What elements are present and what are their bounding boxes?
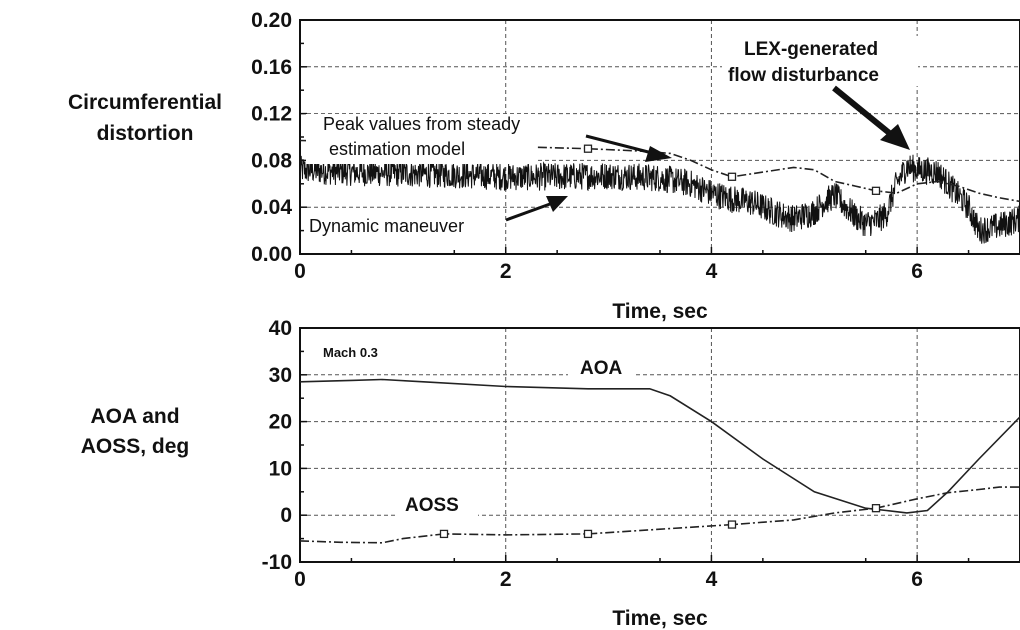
lex-annotation-arrow-head: [880, 124, 910, 150]
distortion-x-axis-title: Time, sec: [612, 300, 708, 323]
x-tick-label: 2: [500, 568, 512, 591]
y-tick-label: 30: [269, 364, 292, 387]
steady-marker: [727, 172, 737, 181]
aoss-label-backdrop: [398, 490, 478, 518]
distortion-tick-marks: [299, 19, 970, 255]
x-tick-label: 4: [706, 568, 718, 591]
x-tick-label: 0: [294, 260, 306, 283]
x-tick-label: 2: [500, 260, 512, 283]
aoa-line: [299, 378, 1020, 514]
angles-row-label-line1: AOA and: [90, 405, 179, 428]
aoss-marker: [871, 504, 881, 513]
aoa-label-backdrop: [568, 354, 636, 382]
x-tick-label: 4: [706, 260, 718, 283]
y-tick-label: 20: [269, 411, 292, 434]
x-tick-label: 6: [911, 260, 923, 283]
y-tick-label: 10: [269, 457, 292, 480]
dynamic-annotation-label: Dynamic maneuver: [309, 216, 464, 236]
steady-annotation-backdrop: [306, 114, 536, 164]
lex-annotation-line2: flow disturbance: [728, 65, 879, 86]
y-tick-label: -10: [262, 551, 292, 574]
distortion-row-label-line1: Circumferential: [68, 91, 222, 114]
aoss-marker: [439, 529, 449, 539]
y-tick-label: 0.20: [251, 9, 292, 32]
y-tick-label: 0.16: [251, 56, 292, 79]
angles-tick-marks: [299, 327, 970, 563]
y-tick-label: 0: [280, 504, 292, 527]
x-tick-label: 0: [294, 568, 306, 591]
y-tick-label: 0.08: [251, 149, 292, 172]
angles-row-label-line2: AOSS, deg: [81, 435, 190, 458]
y-tick-label: 40: [269, 317, 292, 340]
steady-marker: [583, 144, 593, 153]
aoa-series-label: AOA: [580, 358, 623, 379]
angles-grid: [300, 328, 1020, 562]
angles-x-axis-title: Time, sec: [612, 607, 708, 630]
distortion-panel: Circumferential distortion 0.000.040.080…: [68, 9, 1020, 323]
lex-annotation-backdrop: [722, 36, 918, 86]
distortion-row-label-line2: distortion: [97, 122, 194, 145]
lex-annotation-arrow-line: [832, 85, 895, 139]
steady-annotation-arrow-line: [585, 134, 657, 156]
distortion-x-tick-labels: 0 2 4 6: [294, 260, 923, 283]
angles-x-tick-labels: 0 2 4 6: [294, 568, 923, 591]
mach-label: Mach 0.3: [323, 345, 378, 360]
steady-marker: [871, 186, 881, 195]
dynamic-annotation-arrow-head: [546, 196, 568, 212]
y-tick-label: 0.04: [251, 196, 292, 219]
angles-y-tick-labels: -10 0 10 20 30 40: [262, 317, 292, 574]
mach-label-backdrop: [318, 340, 404, 364]
steady-annotation-line1: Peak values from steady: [323, 114, 520, 134]
y-tick-label: 0.00: [251, 243, 292, 266]
dynamic-annotation-backdrop: [306, 213, 504, 239]
distortion-y-tick-labels: 0.00 0.04 0.08 0.12 0.16 0.20: [251, 9, 292, 266]
y-tick-label: 0.12: [251, 103, 292, 126]
aoss-marker: [727, 520, 737, 529]
angles-series: [299, 378, 1020, 544]
steady-annotation-arrow-head: [645, 146, 672, 162]
steady-annotation-line2: estimation model: [329, 139, 465, 159]
dynamic-annotation-arrow-line: [505, 202, 551, 222]
x-tick-label: 6: [911, 568, 923, 591]
aoss-series-label: AOSS: [405, 495, 459, 516]
lex-annotation-line1: LEX-generated: [744, 39, 878, 60]
aoss-marker: [583, 529, 593, 539]
angles-plot-frame: [299, 327, 1020, 563]
